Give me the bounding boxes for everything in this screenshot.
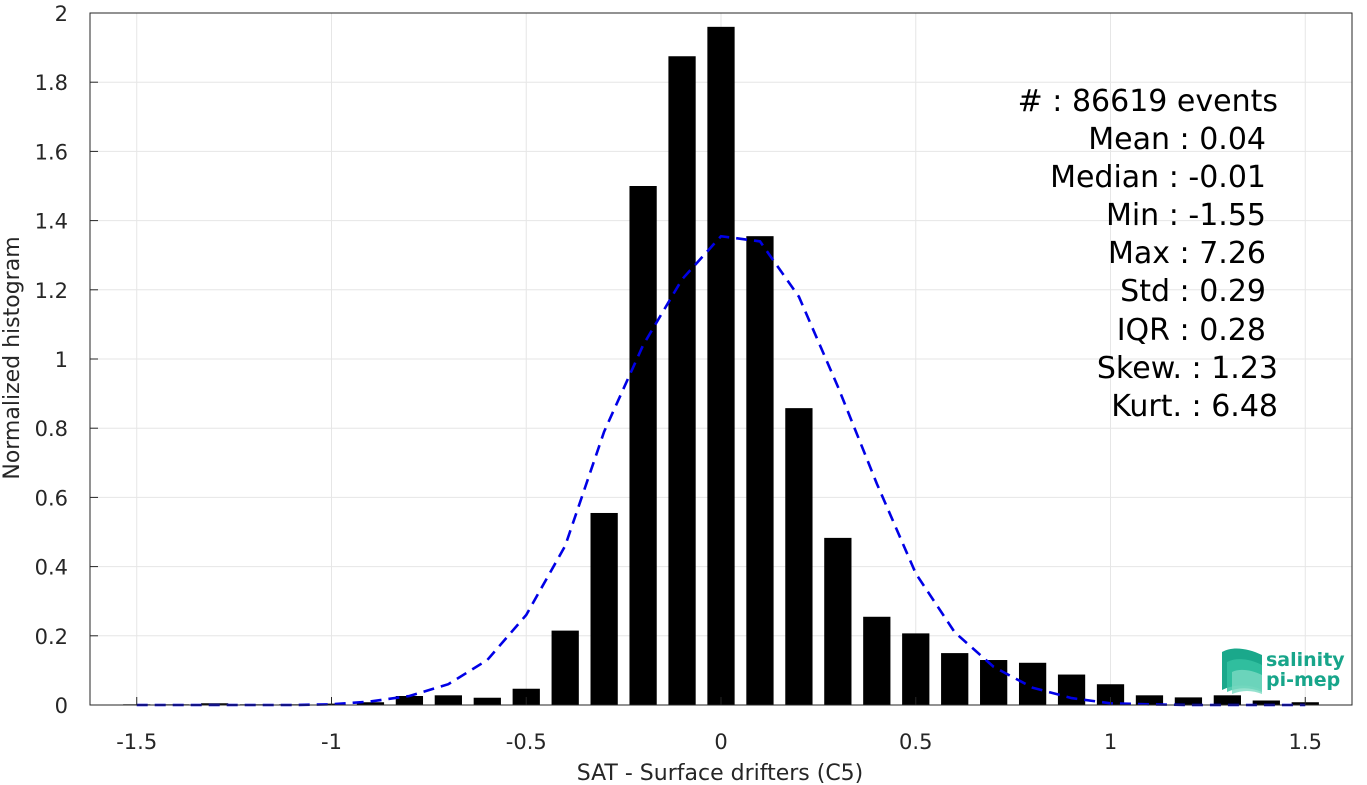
histogram-bar xyxy=(1135,695,1164,705)
logo-wave-icon xyxy=(1222,648,1262,694)
histogram-bar xyxy=(980,660,1008,705)
x-tick-label: -0.5 xyxy=(506,730,547,754)
histogram-bar xyxy=(824,537,852,705)
histogram-bar xyxy=(629,186,657,705)
stat-median: Median : -0.01 xyxy=(1050,160,1266,195)
stat-max: Max : 7.26 xyxy=(1108,236,1266,271)
histogram-bar xyxy=(1213,695,1241,705)
y-tick-label: 1.6 xyxy=(35,140,68,164)
histogram-bar xyxy=(707,26,735,705)
histogram-bar xyxy=(590,512,618,705)
stat-mean: Mean : 0.04 xyxy=(1088,122,1266,157)
histogram-bar xyxy=(746,236,774,706)
histogram-bar xyxy=(1096,684,1125,705)
x-axis-ticks: -1.5 -1 -0.5 0 0.5 1 1.5 xyxy=(116,697,1322,754)
stat-iqr: IQR : 0.28 xyxy=(1117,313,1266,348)
histogram-bar xyxy=(512,688,540,705)
histogram-bar xyxy=(1174,697,1203,705)
histogram-bar xyxy=(668,56,696,705)
y-tick-label: 1.8 xyxy=(35,71,68,95)
y-tick-label: 0.4 xyxy=(35,556,68,580)
histogram-bar xyxy=(902,633,930,705)
stat-skew: Skew. : 1.23 xyxy=(1097,351,1278,386)
stat-std: Std : 0.29 xyxy=(1120,274,1266,309)
y-tick-label: 2 xyxy=(55,2,68,26)
stat-events: # : 86619 events xyxy=(1018,84,1278,119)
stat-min: Min : -1.55 xyxy=(1106,198,1266,233)
x-tick-label: -1 xyxy=(321,730,342,754)
x-tick-label: 1.5 xyxy=(1289,730,1322,754)
y-tick-label: 1.4 xyxy=(35,210,68,234)
histogram-bar xyxy=(1252,700,1280,705)
statistics-box: # : 86619 events Mean : 0.04 Median : -0… xyxy=(1018,84,1278,424)
x-tick-label: 0 xyxy=(714,730,727,754)
y-tick-label: 0.6 xyxy=(35,486,68,510)
logo-line2: pi-mep xyxy=(1266,669,1340,691)
x-tick-label: -1.5 xyxy=(116,730,157,754)
salinity-pi-mep-logo: salinity pi-mep xyxy=(1222,648,1345,694)
y-tick-label: 1 xyxy=(55,348,68,372)
histogram-bar xyxy=(785,408,813,705)
histogram-bar xyxy=(1057,674,1086,705)
histogram-bar xyxy=(863,616,891,705)
histogram-bar xyxy=(356,702,385,705)
histogram-bar xyxy=(395,696,424,705)
y-tick-label: 0.2 xyxy=(35,625,68,649)
y-axis-ticks: 0 0.2 0.4 0.6 0.8 1 1.2 1.4 1.6 1.8 2 xyxy=(35,2,98,718)
y-tick-label: 0 xyxy=(55,694,68,718)
y-tick-label: 0.8 xyxy=(35,417,68,441)
histogram-bar xyxy=(551,630,579,705)
x-tick-label: 1 xyxy=(1104,730,1117,754)
histogram-bar xyxy=(473,697,501,705)
logo-line1: salinity xyxy=(1266,649,1345,671)
histogram-bar xyxy=(434,695,462,705)
stat-kurt: Kurt. : 6.48 xyxy=(1111,389,1278,424)
x-tick-label: 0.5 xyxy=(899,730,932,754)
y-axis-label: Normalized histogram xyxy=(0,236,25,479)
y-tick-label: 1.2 xyxy=(35,279,68,303)
x-axis-label: SAT - Surface drifters (C5) xyxy=(577,761,864,785)
histogram-bar xyxy=(941,653,969,705)
